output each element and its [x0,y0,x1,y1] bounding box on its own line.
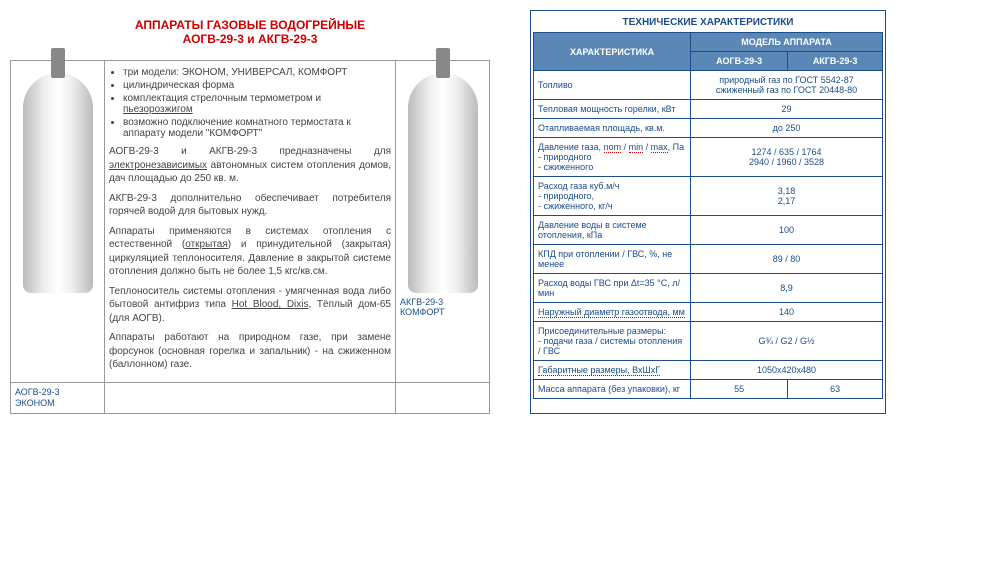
header-model: МОДЕЛЬ АППАРАТА [691,33,883,52]
spec-table: ХАРАКТЕРИСТИКА МОДЕЛЬ АППАРАТА АОГВ-29-3… [533,32,883,399]
spec-value: 8,9 [691,274,883,303]
spec-value: 89 / 80 [691,245,883,274]
spec-panel: ТЕХНИЧЕСКИЕ ХАРАКТЕРИСТИКИ ХАРАКТЕРИСТИК… [530,10,886,414]
empty-cell [396,382,490,413]
caption-right: АКГВ-29-3 КОМФОРТ [400,297,485,317]
left-image-cell [11,61,105,383]
spec-row: Давление воды в системе отопления, кПа10… [534,216,883,245]
spec-label: Отапливаемая площадь, кв.м. [534,119,691,138]
spec-row: Давление газа, nom / min / max, Па- прир… [534,138,883,177]
bullet: три модели: ЭКОНОМ, УНИВЕРСАЛ, КОМФОРТ [123,67,391,78]
title-line1: АППАРАТЫ ГАЗОВЫЕ ВОДОГРЕЙНЫЕ [135,18,365,32]
title-line2: АОГВ-29-3 и АКГВ-29-3 [183,32,318,46]
right-image-cell: АКГВ-29-3 КОМФОРТ [396,61,490,383]
boiler-image-right [408,73,478,293]
spec-label: Расход газа куб.м/ч- природного,- сжижен… [534,177,691,216]
header-characteristic: ХАРАКТЕРИСТИКА [534,33,691,71]
boiler-image-left [23,73,93,293]
spec-label: Расход воды ГВС при Δt=35 °C, л/мин [534,274,691,303]
header-model-2: АКГВ-29-3 [788,52,883,71]
spec-value: 1274 / 635 / 17642940 / 1960 / 3528 [691,138,883,177]
spec-value: до 250 [691,119,883,138]
spec-label: Тепловая мощность горелки, кВт [534,100,691,119]
spec-label: КПД при отоплении / ГВС, %, не менее [534,245,691,274]
spec-row: Масса аппарата (без упаковки), кг5563 [534,380,883,399]
spec-value: 29 [691,100,883,119]
spec-value-1: 55 [691,380,788,399]
bullet: возможно подключение комнатного термоста… [123,117,391,139]
description-cell: три модели: ЭКОНОМ, УНИВЕРСАЛ, КОМФОРТ ц… [105,61,396,383]
spec-value: 140 [691,303,883,322]
spec-row: Тепловая мощность горелки, кВт29 [534,100,883,119]
bullet: комплектация стрелочным термометром и пь… [123,93,391,115]
spec-title: ТЕХНИЧЕСКИЕ ХАРАКТЕРИСТИКИ [533,13,883,32]
spec-row: Расход газа куб.м/ч- природного,- сжижен… [534,177,883,216]
spec-value: 1050х420х480 [691,361,883,380]
spec-label: Давление воды в системе отопления, кПа [534,216,691,245]
spec-label: Давление газа, nom / min / max, Па- прир… [534,138,691,177]
spec-value: 100 [691,216,883,245]
spec-label: Топливо [534,71,691,100]
spec-row: Габаритные размеры, ВхШхГ1050х420х480 [534,361,883,380]
spec-row: Наружный диаметр газоотвода, мм140 [534,303,883,322]
page-title: АППАРАТЫ ГАЗОВЫЕ ВОДОГРЕЙНЫЕ АОГВ-29-3 и… [10,18,490,46]
feature-list: три модели: ЭКОНОМ, УНИВЕРСАЛ, КОМФОРТ ц… [123,67,391,139]
spec-value: G¾ / G2 / G½ [691,322,883,361]
spec-label: Масса аппарата (без упаковки), кг [534,380,691,399]
spec-row: Присоединительные размеры:- подачи газа … [534,322,883,361]
description-table: три модели: ЭКОНОМ, УНИВЕРСАЛ, КОМФОРТ ц… [10,60,490,414]
underlined-text: пьезорозжигом [123,104,193,115]
body-text: АОГВ-29-3 и АКГВ-29-3 предназначены для … [109,145,391,372]
spec-row: Расход воды ГВС при Δt=35 °C, л/мин8,9 [534,274,883,303]
caption-left: АОГВ-29-3 ЭКОНОМ [15,387,60,408]
bullet: цилиндрическая форма [123,80,391,91]
spec-value-2: 63 [788,380,883,399]
spec-row: КПД при отоплении / ГВС, %, не менее89 /… [534,245,883,274]
spec-row: Топливоприродный газ по ГОСТ 5542-87сжиж… [534,71,883,100]
spec-label: Габаритные размеры, ВхШхГ [534,361,691,380]
spec-label: Присоединительные размеры:- подачи газа … [534,322,691,361]
spec-row: Отапливаемая площадь, кв.м.до 250 [534,119,883,138]
caption-left-cell: АОГВ-29-3 ЭКОНОМ [11,382,105,413]
header-model-1: АОГВ-29-3 [691,52,788,71]
spec-value: природный газ по ГОСТ 5542-87сжиженный г… [691,71,883,100]
description-panel: АППАРАТЫ ГАЗОВЫЕ ВОДОГРЕЙНЫЕ АОГВ-29-3 и… [10,10,490,414]
spec-value: 3,182,17 [691,177,883,216]
empty-cell [105,382,396,413]
spec-label: Наружный диаметр газоотвода, мм [534,303,691,322]
